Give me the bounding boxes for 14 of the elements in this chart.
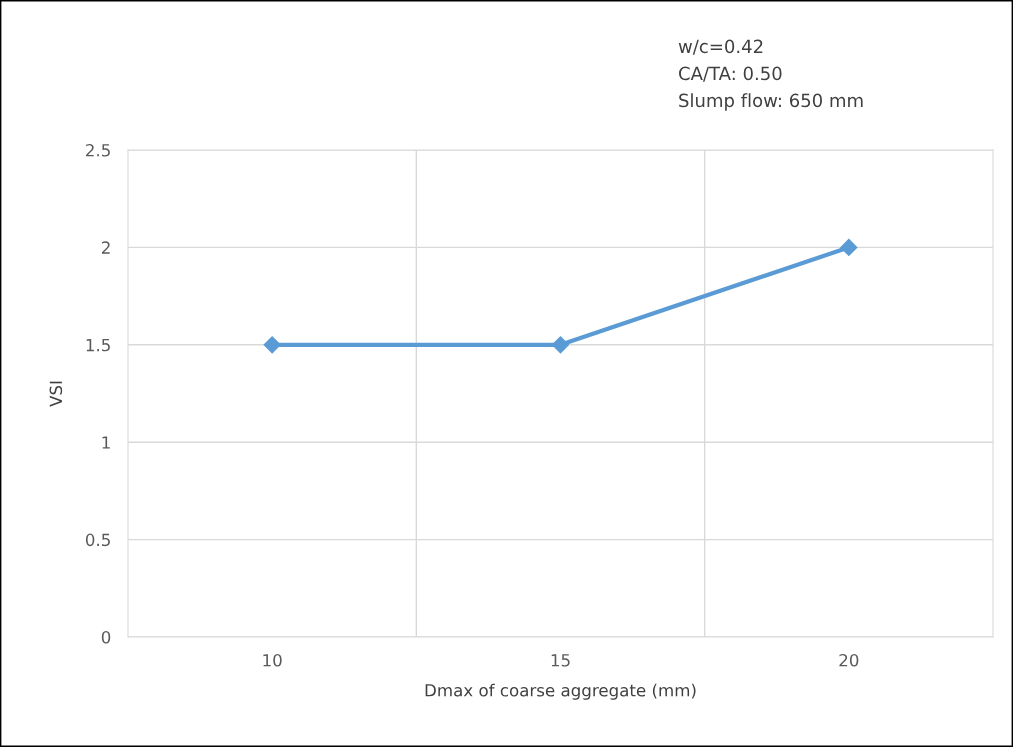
x-axis-title: Dmax of coarse aggregate (mm) bbox=[425, 683, 696, 700]
y-tick-label: 2.5 bbox=[86, 143, 110, 157]
text: Slump flow: 650 mm bbox=[679, 93, 863, 111]
text: CA/TA: 0.50 bbox=[679, 66, 782, 82]
text: w/c=0.42 bbox=[678, 39, 763, 55]
x-tick-label: 20 bbox=[839, 653, 859, 667]
y-tick-label: 1.5 bbox=[86, 338, 110, 352]
x-tick-label: 10 bbox=[263, 653, 282, 667]
y-tick-label: 2 bbox=[101, 241, 110, 254]
y-tick-label: 0.5 bbox=[85, 533, 110, 547]
y-axis-title: VSI bbox=[49, 381, 63, 407]
x-tick-label: 15 bbox=[551, 654, 570, 667]
y-tick-label: 0 bbox=[101, 630, 111, 644]
y-tick-label: 1 bbox=[102, 436, 110, 449]
